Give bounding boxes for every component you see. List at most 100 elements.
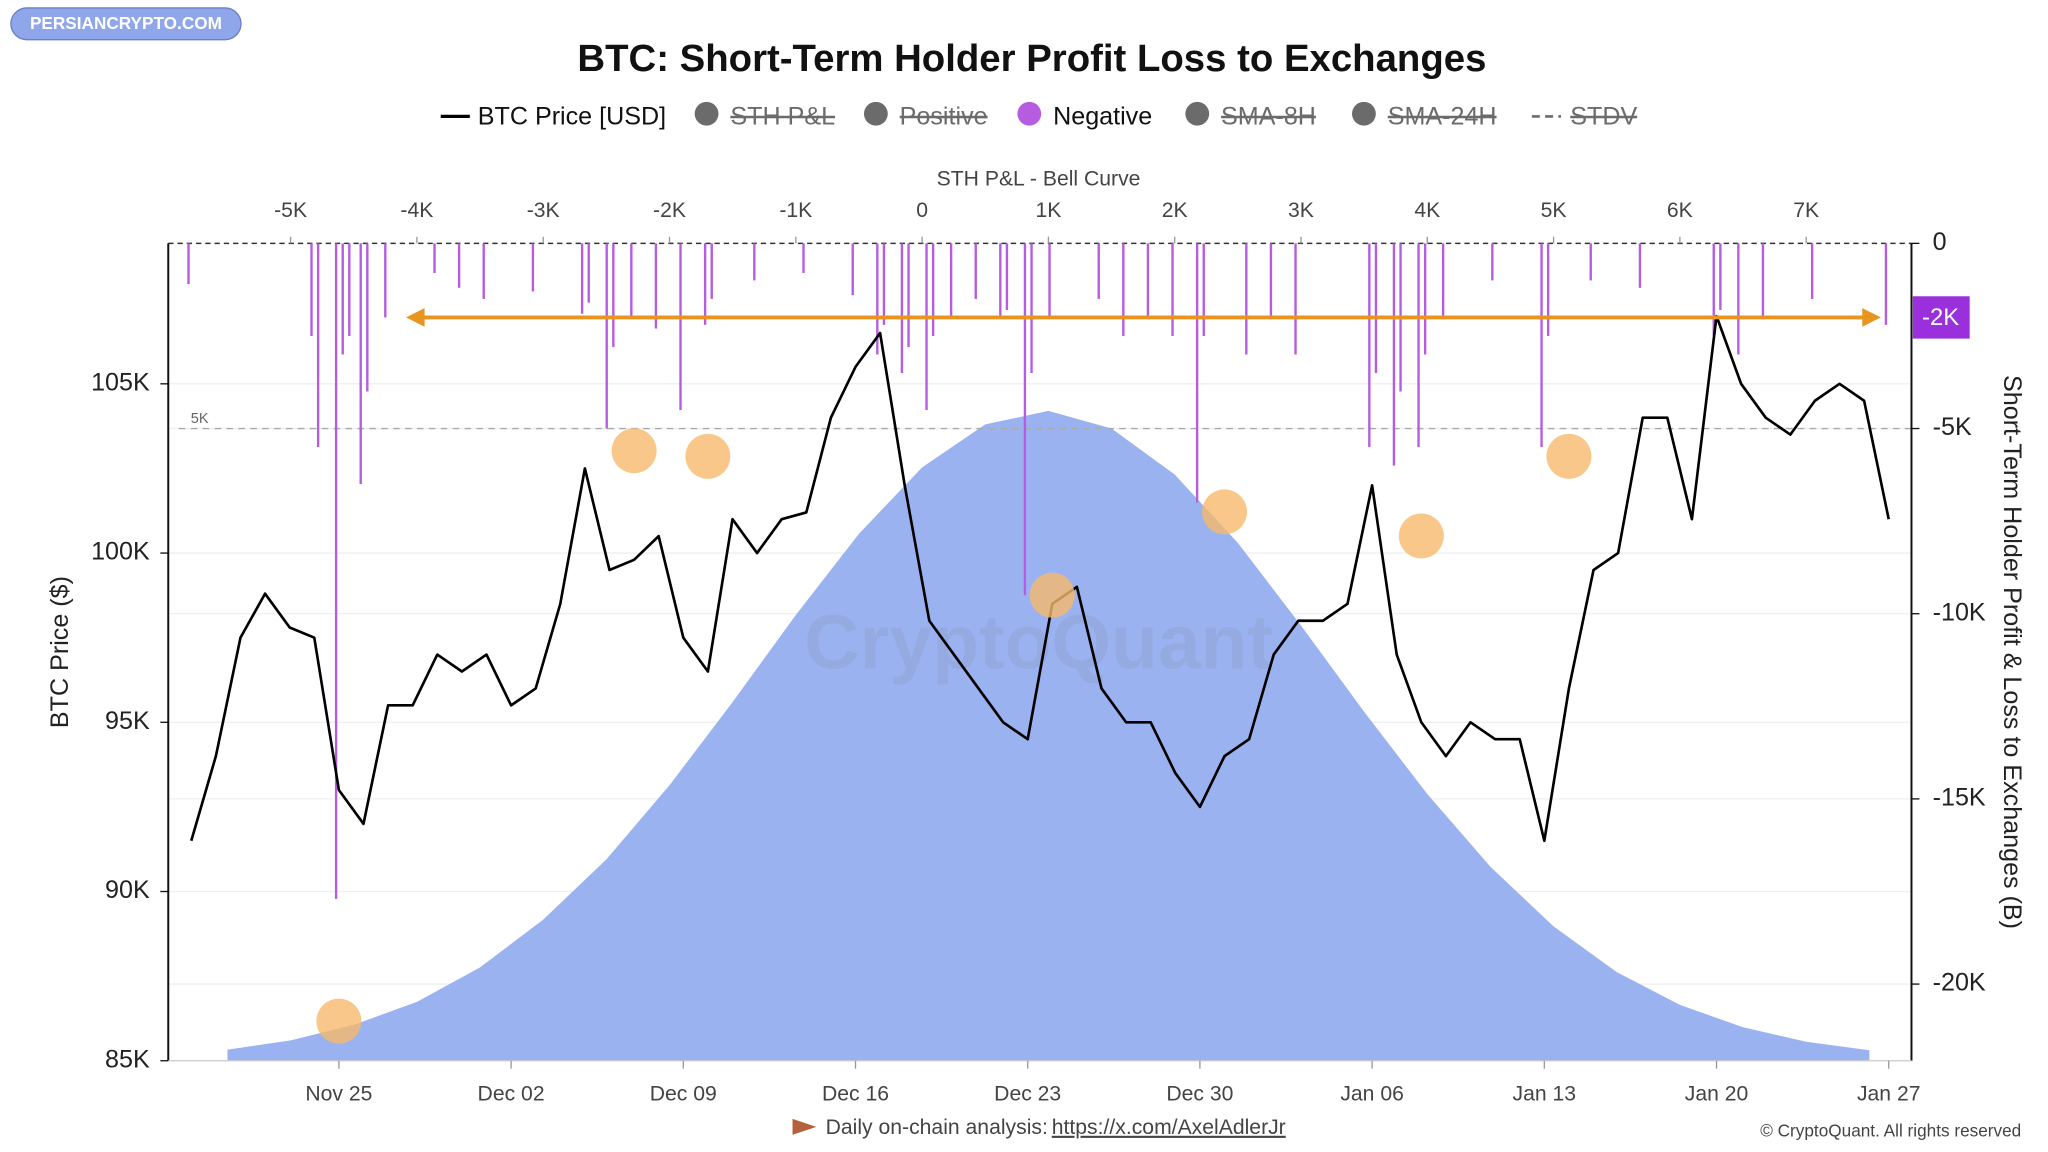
negative-bar	[630, 243, 633, 318]
negative-bar	[876, 243, 879, 355]
y2-tick-label: -5K	[1933, 413, 1972, 441]
x-tick-label: Jan 13	[1513, 1083, 1577, 1106]
legend-swatch	[863, 101, 888, 126]
x-tick-label: Dec 02	[478, 1083, 545, 1106]
x-tick-label: Dec 16	[822, 1083, 889, 1106]
top-x-tick-label: -1K	[779, 199, 812, 222]
negative-bar	[1810, 243, 1814, 299]
highlight-marker	[1029, 572, 1075, 618]
negative-bar	[1546, 243, 1550, 336]
top-x-tick-label: 0	[916, 199, 928, 222]
highlight-marker	[316, 998, 362, 1044]
negative-bar	[1374, 243, 1378, 373]
arrow-head	[1862, 308, 1881, 327]
legend-swatch	[1185, 101, 1210, 126]
negative-bar	[1202, 243, 1205, 336]
negative-bar	[359, 243, 362, 485]
negative-bar	[1761, 243, 1765, 318]
negative-bar	[348, 243, 351, 336]
negative-bar	[1245, 243, 1248, 355]
negative-bar	[587, 243, 590, 303]
watermark: CryptoQuant	[804, 600, 1273, 685]
negative-bar	[1417, 243, 1420, 448]
legend-label[interactable]: STDV	[1570, 102, 1637, 130]
negative-bar	[1884, 243, 1888, 325]
y-tick-label: 105K	[91, 368, 150, 396]
top-x-tick-label: -5K	[274, 199, 307, 222]
negative-bar	[679, 243, 682, 411]
negative-bar	[1719, 243, 1722, 311]
highlight-marker	[611, 428, 657, 474]
top-x-tick-label: 3K	[1288, 199, 1314, 222]
negative-bar	[1195, 243, 1199, 503]
negative-bar	[531, 243, 535, 292]
negative-bar	[1023, 243, 1027, 596]
negative-bar	[753, 243, 756, 281]
negative-bar	[1146, 243, 1150, 318]
footer-link[interactable]: https://x.com/AxelAdlerJr	[1052, 1116, 1286, 1139]
legend-label[interactable]: BTC Price [USD]	[478, 102, 666, 130]
y-axis-title: BTC Price ($)	[46, 576, 74, 728]
x-tick-label: Dec 09	[650, 1083, 717, 1106]
chart-title: BTC: Short-Term Holder Profit Loss to Ex…	[577, 37, 1486, 80]
legend-label[interactable]: STH P&L	[730, 102, 835, 130]
negative-bar	[1030, 243, 1033, 373]
x-tick-label: Jan 06	[1340, 1083, 1404, 1106]
footer-text: Daily on-chain analysis:	[826, 1116, 1048, 1139]
negative-bar	[334, 243, 338, 899]
negative-bar	[1005, 243, 1009, 311]
highlight-marker	[1546, 433, 1592, 479]
reference-label: 5K	[191, 411, 209, 427]
negative-bar	[710, 243, 713, 299]
negative-bar	[1441, 243, 1445, 318]
negative-bar	[187, 243, 190, 285]
negative-bar	[949, 243, 953, 318]
bell-curve-area	[227, 410, 1870, 1061]
logo-badge	[10, 7, 242, 41]
annotation-badge	[1912, 296, 1970, 339]
negative-bar	[925, 243, 928, 411]
top-axis-title: STH P&L - Bell Curve	[937, 167, 1141, 190]
negative-bar	[310, 243, 313, 336]
negative-bar	[907, 243, 910, 348]
legend-label[interactable]: Negative	[1053, 102, 1152, 130]
y-tick-label: 100K	[91, 538, 150, 566]
arrow-head	[406, 308, 425, 327]
negative-bar	[341, 243, 344, 355]
legend-label[interactable]: Positive	[900, 102, 988, 130]
top-x-tick-label: 1K	[1035, 199, 1061, 222]
negative-bar	[999, 243, 1002, 318]
copyright: © CryptoQuant. All rights reserved	[1760, 1121, 2021, 1141]
negative-bar	[974, 243, 977, 299]
highlight-marker	[1202, 489, 1247, 535]
y2-tick-label: -10K	[1933, 598, 1986, 626]
negative-bar	[457, 243, 461, 288]
legend-swatch	[1017, 101, 1042, 126]
negative-bar	[654, 243, 658, 329]
negative-bar	[900, 243, 904, 373]
annotation-label: -2K	[1922, 304, 1959, 331]
legend-label[interactable]: SMA-8H	[1221, 102, 1316, 130]
top-x-tick-label: -3K	[527, 199, 560, 222]
legend-label[interactable]: SMA-24H	[1388, 102, 1497, 130]
negative-bar	[931, 243, 935, 336]
top-x-tick-label: 4K	[1414, 199, 1440, 222]
negative-bar	[316, 243, 320, 448]
highlight-marker	[1398, 513, 1444, 559]
top-x-tick-label: 2K	[1162, 199, 1188, 222]
negative-bar	[1589, 243, 1592, 281]
x-tick-label: Jan 20	[1685, 1083, 1749, 1106]
price-line	[190, 314, 1891, 843]
negative-bar	[1540, 243, 1543, 448]
negative-bar	[851, 243, 854, 296]
negative-bar	[1392, 243, 1396, 466]
negative-bar	[433, 243, 436, 273]
negative-bar	[612, 243, 615, 348]
negative-bar	[802, 243, 805, 273]
negative-bar	[1368, 243, 1371, 448]
negative-bar	[1712, 243, 1715, 336]
top-x-tick-label: 6K	[1667, 199, 1693, 222]
negative-bar	[580, 243, 584, 314]
